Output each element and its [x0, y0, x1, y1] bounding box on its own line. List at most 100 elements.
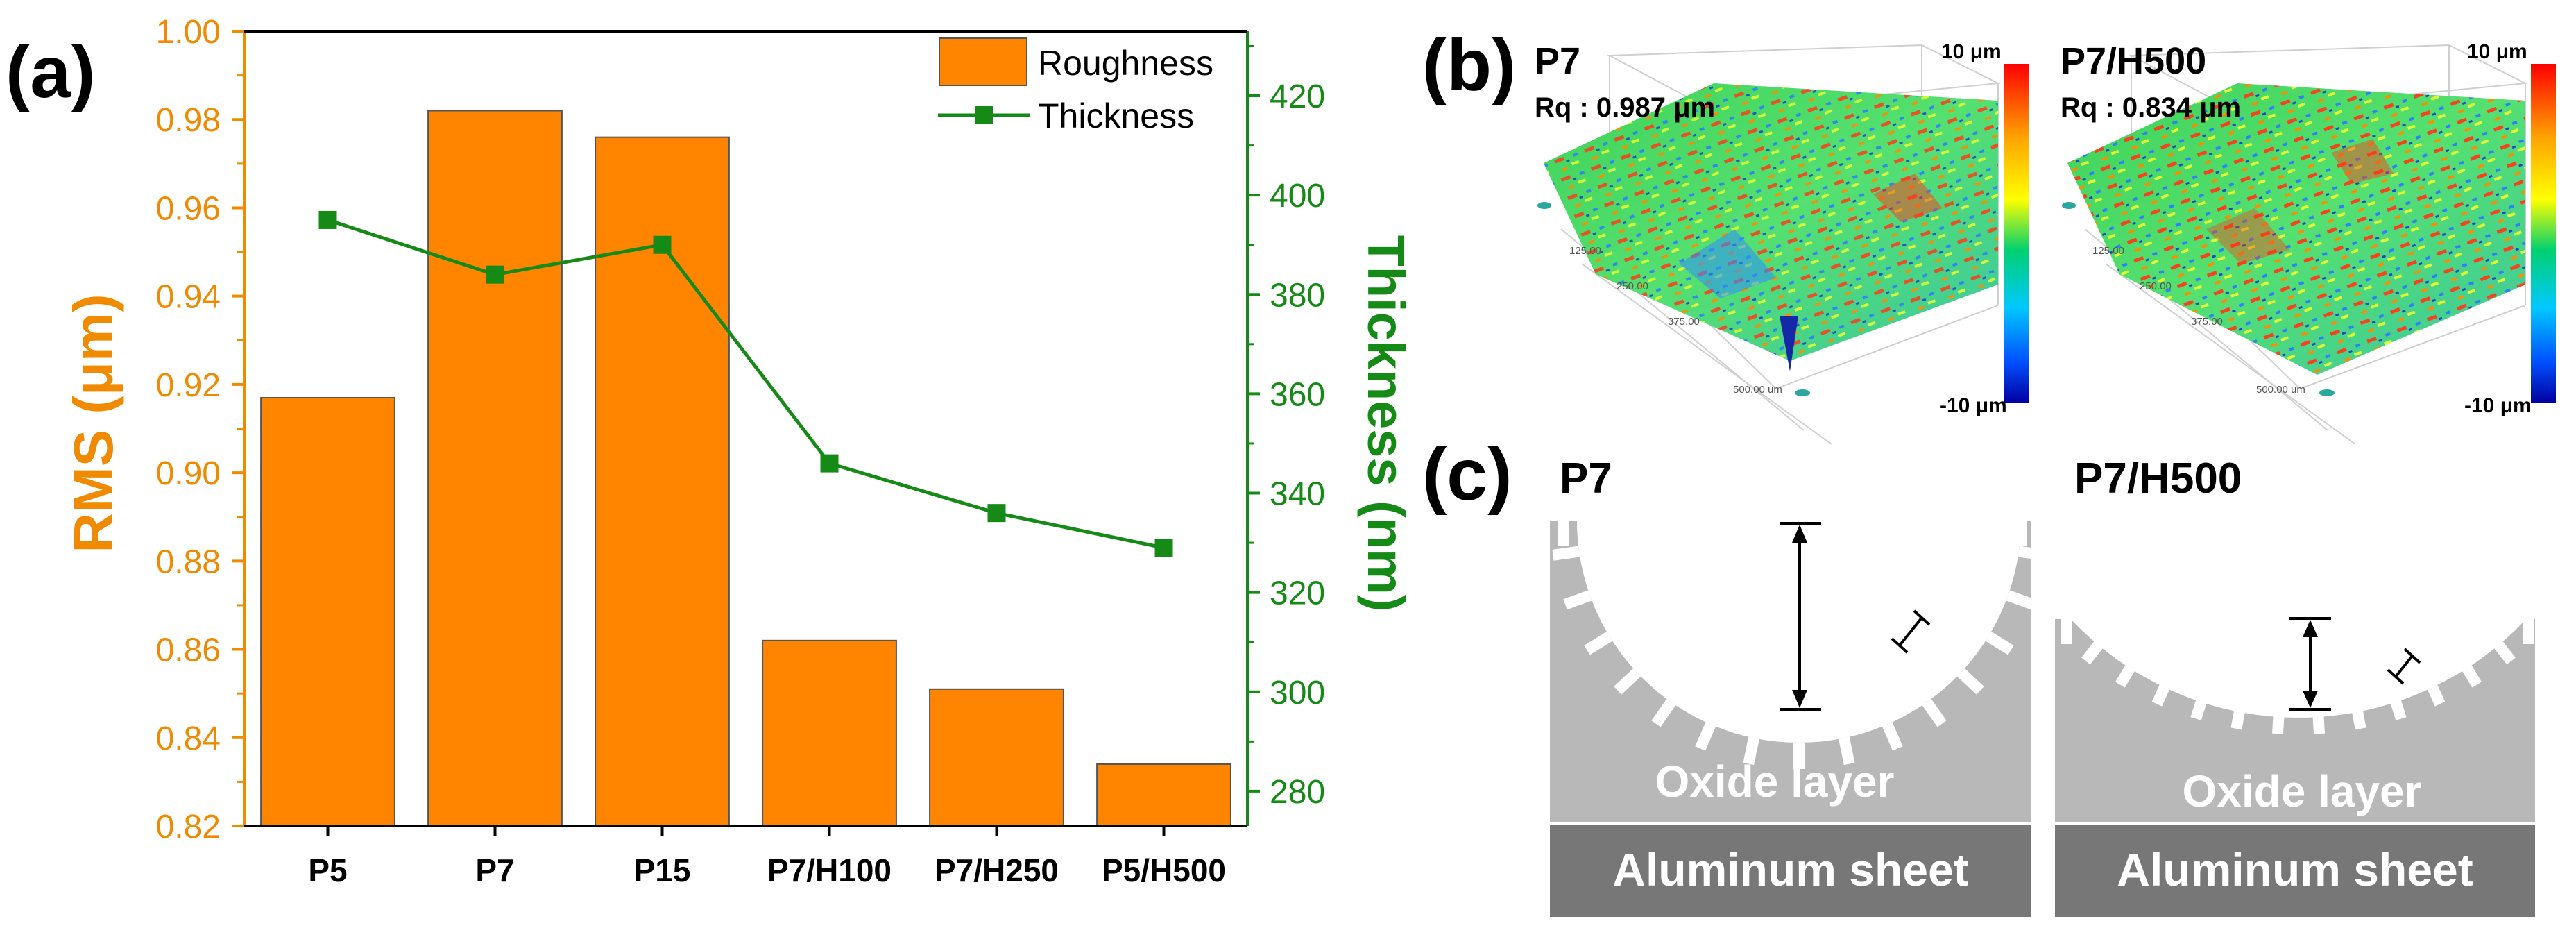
depth-indicator-p7-h500: [2289, 617, 2331, 711]
panel-label-c: (c): [1422, 434, 1512, 516]
surface-plot-p7-h500: 125.00 250.00 375.00 500.00 um P7/H500 R…: [2061, 40, 2556, 445]
thickness-point: [1154, 539, 1173, 557]
legend: Roughness Thickness: [938, 37, 1213, 135]
pore: [1614, 668, 1641, 695]
svg-text:125.00: 125.00: [1569, 245, 1601, 257]
scale-min-label-p7-h500: -10 μm: [2464, 394, 2532, 417]
aluminum-sheet-p7-h500: [2055, 825, 2535, 917]
aluminum-sheet-p7: [1550, 825, 2031, 917]
surface-mesh-p7-h500: [2067, 83, 2525, 375]
pore: [2424, 679, 2446, 707]
pore: [1695, 722, 1716, 751]
axis-marker-icon: [1795, 389, 1810, 396]
depth-indicator-p7: [1780, 522, 1821, 711]
y-tick-label: 0.86: [156, 632, 221, 669]
pore: [2151, 679, 2173, 707]
axis-marker-icon: [1537, 202, 1551, 209]
pore: [1957, 668, 1984, 695]
pore: [2459, 660, 2482, 688]
pore: [1563, 590, 1592, 610]
legend-label-thickness: Thickness: [1038, 96, 1194, 135]
panel-label-a: (a): [6, 31, 96, 113]
oxide-layer-p7: [1550, 521, 2031, 822]
panel-a: (a) RMS (μm) Thickness (nm) 0.82 0.84 0.86…: [6, 14, 1415, 888]
roughness-bar: [1096, 763, 1231, 827]
svg-text:375.00: 375.00: [1668, 316, 1700, 328]
panel-label-b: (b): [1422, 24, 1516, 106]
x-tick-label: P15: [634, 852, 691, 888]
y2-tick-label: 380: [1270, 277, 1325, 314]
pore: [2351, 703, 2366, 730]
y-tick-label: 0.96: [156, 190, 221, 227]
legend-marker-thickness: [975, 106, 993, 124]
y-tick-label: 0.98: [156, 102, 221, 139]
svg-text:500.00 um: 500.00 um: [2256, 384, 2305, 396]
schematic-title-p7-h500: P7/H500: [2074, 455, 2242, 503]
thickness-point: [653, 235, 672, 254]
surface-title-p7: P7: [1535, 40, 1580, 82]
thickness-line-layer: [318, 210, 1173, 557]
axis-marker-icon: [2062, 202, 2076, 209]
aluminum-sheet-label-p7-h500: Aluminum sheet: [2117, 844, 2473, 895]
pore: [1552, 546, 1580, 561]
oxide-layer-label-p7: Oxide layer: [1655, 757, 1894, 807]
oxide-layer-label-p7-h500: Oxide layer: [2182, 766, 2421, 816]
surface-rq-p7: Rq : 0.987 μm: [1535, 92, 1715, 123]
pore: [1584, 632, 1613, 655]
surface-axis-ticks-p7: 125.00 250.00 375.00 500.00 um: [1569, 245, 1782, 396]
oxide-layer-p7-h500: [2055, 619, 2535, 822]
pore: [1985, 632, 2014, 655]
wall-thickness-indicator-p7: [1891, 609, 1931, 654]
y2-tick-label: 280: [1270, 774, 1325, 811]
schematic-p7: P7 Oxide layer Aluminum sheet: [1550, 455, 2046, 917]
y-tick-label: 0.82: [156, 809, 221, 845]
thickness-line: [327, 218, 1165, 550]
y2-tick-label: 400: [1270, 178, 1325, 214]
roughness-bar: [427, 110, 563, 827]
y-tick-label: 0.92: [156, 367, 221, 404]
panel-c: (c) P7 Oxide layer Aluminum sheet: [1422, 434, 2535, 917]
pore: [1922, 699, 1947, 727]
y2-tick-label: 320: [1270, 575, 1325, 612]
scale-max-label-p7-h500: 10 μm: [2467, 40, 2527, 63]
y-tick-label: 1.00: [156, 14, 221, 51]
color-scale-bar-p7: [2004, 64, 2029, 403]
svg-text:250.00: 250.00: [2140, 280, 2172, 292]
pore: [2388, 693, 2407, 720]
legend-label-roughness: Roughness: [1038, 44, 1213, 83]
surface-plot-p7: 125.00 250.00 375.00 500.00 um P7 Rq : 0…: [1535, 40, 2029, 445]
ticks-layer: 0.82 0.84 0.86 0.88 0.90 0.92 0.94 0.96 0.98 1.00…: [156, 14, 1326, 888]
pore: [1651, 699, 1676, 727]
svg-text:250.00: 250.00: [1617, 280, 1648, 292]
y2-tick-label: 300: [1270, 675, 1325, 711]
pore: [2115, 660, 2138, 688]
pore: [2491, 638, 2516, 665]
y-axis-title-rms: RMS (μm): [62, 294, 124, 552]
pore: [2081, 638, 2106, 665]
schematic-title-p7: P7: [1560, 455, 1612, 503]
oxide-pores-p7: [1552, 521, 2046, 769]
svg-text:125.00: 125.00: [2092, 245, 2124, 257]
thickness-point: [318, 210, 337, 229]
pore: [2230, 703, 2246, 730]
roughness-bar: [762, 639, 897, 827]
x-tick-label: P5: [308, 852, 347, 888]
oxide-pores-p7-h500: [2061, 619, 2534, 734]
aluminum-sheet-label-p7: Aluminum sheet: [1612, 844, 1968, 895]
axis-marker-icon: [2319, 389, 2335, 396]
x-tick-label: P5/H500: [1102, 852, 1226, 888]
legend-swatch-roughness: [939, 37, 1027, 86]
y-tick-label: 0.94: [156, 279, 221, 316]
scale-min-label-p7: -10 μm: [1940, 394, 2007, 417]
bars-layer: [260, 110, 1231, 827]
surface-rq-p7-h500: Rq : 0.834 μm: [2061, 92, 2241, 123]
x-tick-label: P7/H100: [767, 852, 892, 888]
y-axis-title-thickness: Thickness (nm): [1357, 235, 1415, 612]
roughness-bar: [929, 688, 1064, 827]
pore: [1839, 736, 1855, 766]
roughness-bar: [260, 396, 395, 827]
scale-max-label-p7: 10 μm: [1941, 40, 2002, 63]
pore: [2312, 708, 2325, 734]
svg-text:500.00 um: 500.00 um: [1733, 384, 1782, 396]
